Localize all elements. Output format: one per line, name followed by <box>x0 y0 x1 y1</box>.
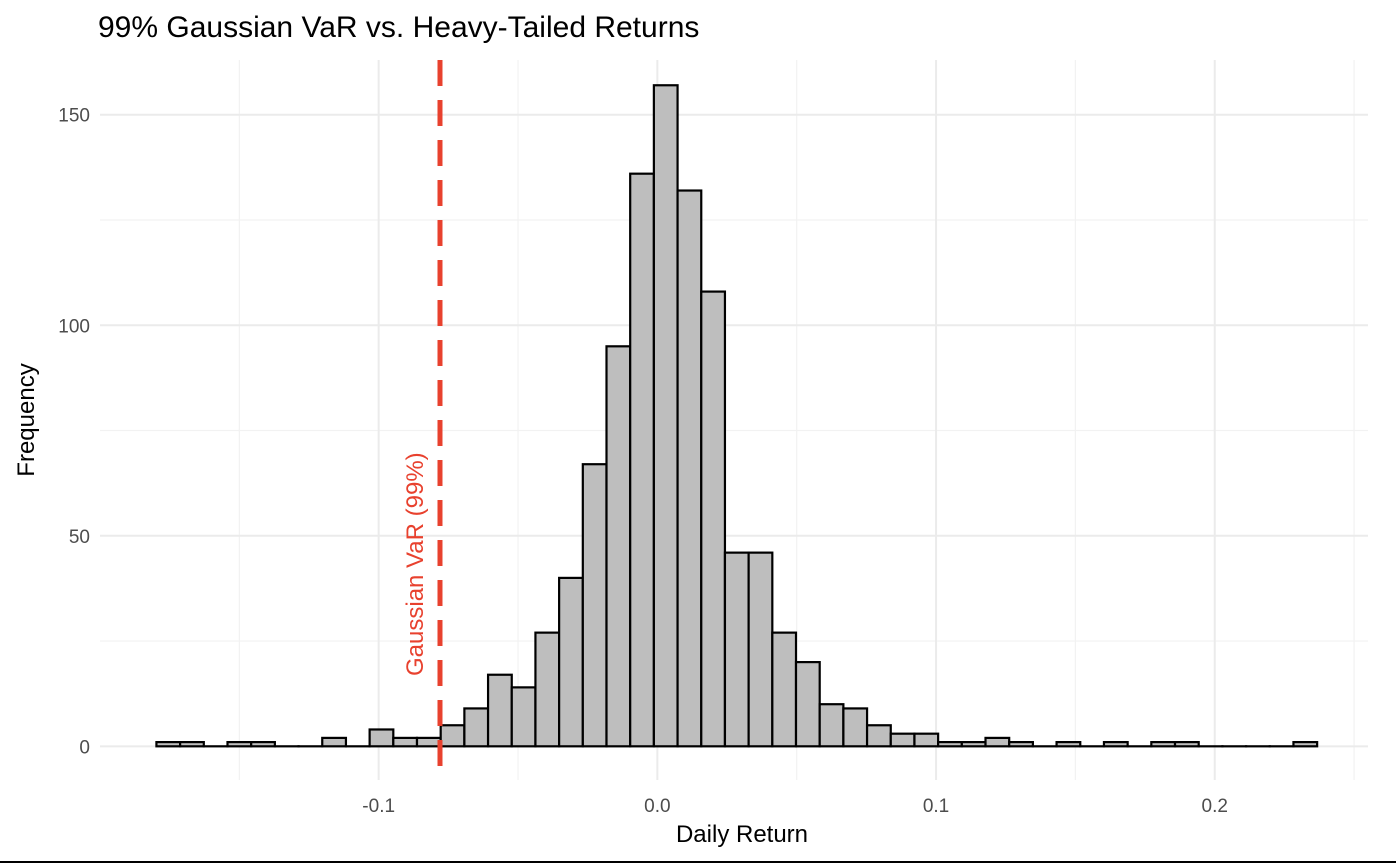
histogram-bar <box>463 707 490 748</box>
histogram-bar <box>1008 741 1034 748</box>
x-axis-ticks: -0.1 0.0 0.1 0.2 <box>362 796 1228 817</box>
histogram-bars <box>155 84 1319 748</box>
y-tick-label: 0 <box>79 737 90 758</box>
x-tick-label: 0.1 <box>923 796 949 817</box>
chart-title: 99% Gaussian VaR vs. Heavy-Tailed Return… <box>98 11 699 44</box>
histogram-bar <box>960 741 987 748</box>
y-axis-ticks: 0 50 100 150 <box>58 106 90 759</box>
histogram-bar <box>510 686 537 748</box>
histogram-bar <box>1173 741 1200 748</box>
histogram-bar <box>179 741 205 748</box>
histogram-bar <box>629 172 655 748</box>
gaussian-var-label: Gaussian VaR (99%) <box>402 452 429 676</box>
histogram-bar <box>1150 741 1177 748</box>
histogram-bar <box>889 732 916 748</box>
y-tick-label: 100 <box>58 316 90 337</box>
histogram-bar <box>984 736 1011 748</box>
histogram-bar <box>415 736 442 748</box>
histogram-bar <box>700 290 727 748</box>
histogram-bar <box>368 728 395 748</box>
y-tick-label: 50 <box>69 527 90 548</box>
histogram-bar <box>226 741 253 748</box>
histogram-bar <box>1102 741 1129 748</box>
x-tick-label: 0.2 <box>1202 796 1228 817</box>
histogram-bar <box>676 189 703 748</box>
histogram-bar <box>392 736 419 748</box>
histogram-bar <box>913 732 940 748</box>
histogram-bar <box>1292 741 1319 748</box>
histogram-bar <box>794 661 821 748</box>
y-axis-title: Frequency <box>13 363 40 476</box>
histogram-bar <box>581 463 608 748</box>
histogram-bar <box>747 551 774 748</box>
histogram-bar <box>771 631 798 748</box>
histogram-bar <box>321 736 348 748</box>
histogram-bar <box>937 741 963 748</box>
histogram-bar <box>534 631 561 748</box>
histogram-bar <box>439 724 466 748</box>
x-axis-title: Daily Return <box>676 821 808 848</box>
y-tick-label: 150 <box>58 106 90 127</box>
histogram-bar <box>486 673 513 748</box>
histogram-bar <box>842 707 869 748</box>
histogram-bar <box>723 551 750 748</box>
x-tick-label: -0.1 <box>362 796 395 817</box>
histogram-bar <box>605 345 632 748</box>
histogram-bar <box>652 84 679 748</box>
histogram-bar <box>558 576 584 748</box>
histogram-bar <box>250 741 276 748</box>
histogram-bar <box>1055 741 1082 748</box>
histogram-bar <box>865 724 892 748</box>
x-tick-label: 0.0 <box>644 796 670 817</box>
histogram-bar <box>818 703 845 748</box>
histogram-bar <box>155 741 182 748</box>
